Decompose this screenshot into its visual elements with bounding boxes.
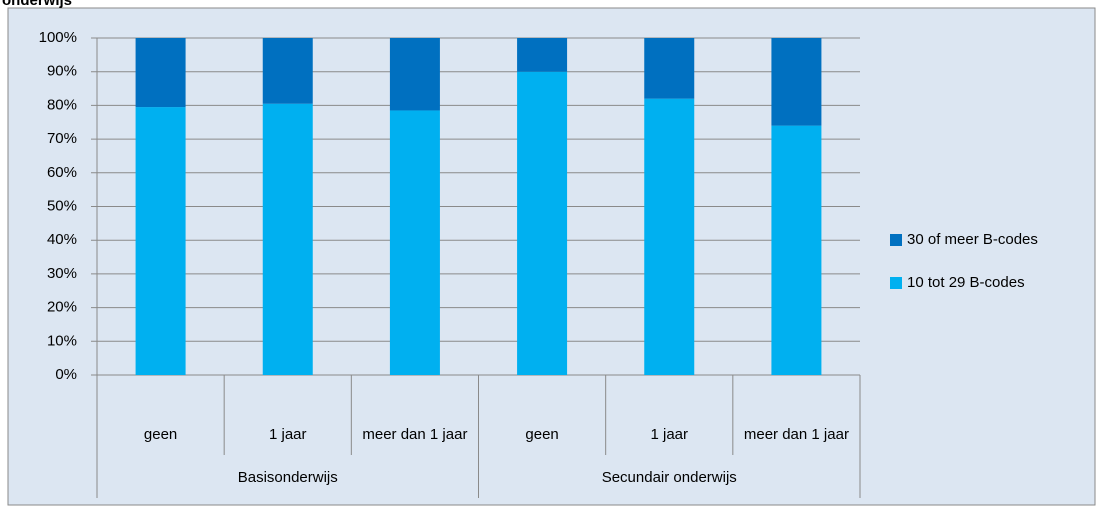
y-tick-label: 50% [47, 197, 77, 214]
bar-segment [389, 110, 440, 375]
bar-segment [262, 103, 313, 375]
x-tick-label: meer dan 1 jaar [362, 426, 468, 443]
x-tick-label: geen [525, 426, 559, 443]
y-tick-label: 10% [47, 332, 77, 349]
bar-segment [389, 38, 440, 111]
bar-segment [262, 38, 313, 104]
legend-label: 10 tot 29 B-codes [907, 274, 1025, 291]
y-tick-label: 70% [47, 130, 77, 147]
y-tick-label: 100% [39, 29, 77, 46]
bar-segment [771, 125, 822, 376]
y-tick-label: 30% [47, 265, 77, 282]
x-tick-label: 1 jaar [268, 426, 307, 443]
chart-title: onderwijs [2, 0, 72, 9]
x-tick-label: meer dan 1 jaar [743, 426, 849, 443]
y-tick-label: 60% [47, 164, 77, 181]
bar-segment [644, 98, 695, 375]
bar-segment [135, 38, 186, 108]
bar-segment [644, 38, 695, 99]
y-tick-label: 40% [47, 231, 77, 248]
x-tick-label: 1 jaar [650, 426, 689, 443]
x-tick-label: geen [143, 426, 178, 443]
bar-segment [135, 107, 186, 376]
y-tick-label: 80% [47, 96, 77, 113]
bar-segment [517, 38, 568, 72]
y-tick-label: 0% [55, 366, 77, 383]
bar-segment [517, 71, 568, 375]
group-label: Secundair onderwijs [601, 469, 737, 486]
legend-label: 30 of meer B-codes [907, 231, 1038, 248]
y-tick-label: 90% [47, 63, 77, 80]
y-tick-label: 20% [47, 299, 77, 316]
bar-segment [771, 38, 822, 126]
group-label: Basisonderwijs [237, 469, 338, 486]
legend-swatch [890, 277, 902, 289]
legend-swatch [890, 234, 902, 246]
